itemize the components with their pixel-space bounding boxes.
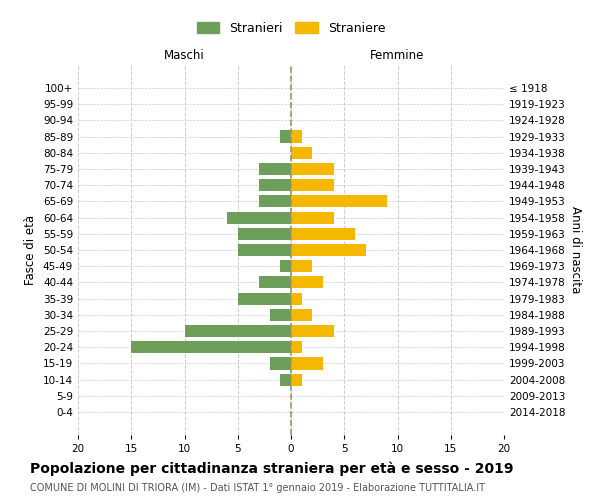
- Bar: [238, 292, 291, 304]
- Bar: [280, 374, 291, 386]
- Bar: [259, 276, 291, 288]
- Bar: [270, 358, 291, 370]
- Bar: [291, 196, 387, 207]
- Bar: [291, 212, 334, 224]
- Text: Maschi: Maschi: [164, 48, 205, 62]
- Bar: [291, 325, 334, 337]
- Bar: [259, 179, 291, 191]
- Bar: [227, 212, 291, 224]
- Bar: [291, 374, 302, 386]
- Y-axis label: Anni di nascita: Anni di nascita: [569, 206, 582, 294]
- Bar: [291, 341, 302, 353]
- Bar: [291, 358, 323, 370]
- Bar: [238, 228, 291, 240]
- Bar: [291, 163, 334, 175]
- Bar: [291, 179, 334, 191]
- Bar: [259, 163, 291, 175]
- Bar: [291, 309, 313, 321]
- Bar: [131, 341, 291, 353]
- Bar: [270, 309, 291, 321]
- Bar: [291, 130, 302, 142]
- Bar: [291, 228, 355, 240]
- Text: COMUNE DI MOLINI DI TRIORA (IM) - Dati ISTAT 1° gennaio 2019 - Elaborazione TUTT: COMUNE DI MOLINI DI TRIORA (IM) - Dati I…: [30, 483, 485, 493]
- Text: Femmine: Femmine: [370, 48, 425, 62]
- Y-axis label: Fasce di età: Fasce di età: [25, 215, 37, 285]
- Bar: [259, 196, 291, 207]
- Bar: [238, 244, 291, 256]
- Bar: [185, 325, 291, 337]
- Bar: [291, 146, 313, 159]
- Text: Popolazione per cittadinanza straniera per età e sesso - 2019: Popolazione per cittadinanza straniera p…: [30, 461, 514, 475]
- Bar: [280, 130, 291, 142]
- Bar: [291, 276, 323, 288]
- Bar: [291, 260, 313, 272]
- Bar: [291, 292, 302, 304]
- Legend: Stranieri, Straniere: Stranieri, Straniere: [191, 16, 392, 42]
- Bar: [291, 244, 365, 256]
- Bar: [280, 260, 291, 272]
